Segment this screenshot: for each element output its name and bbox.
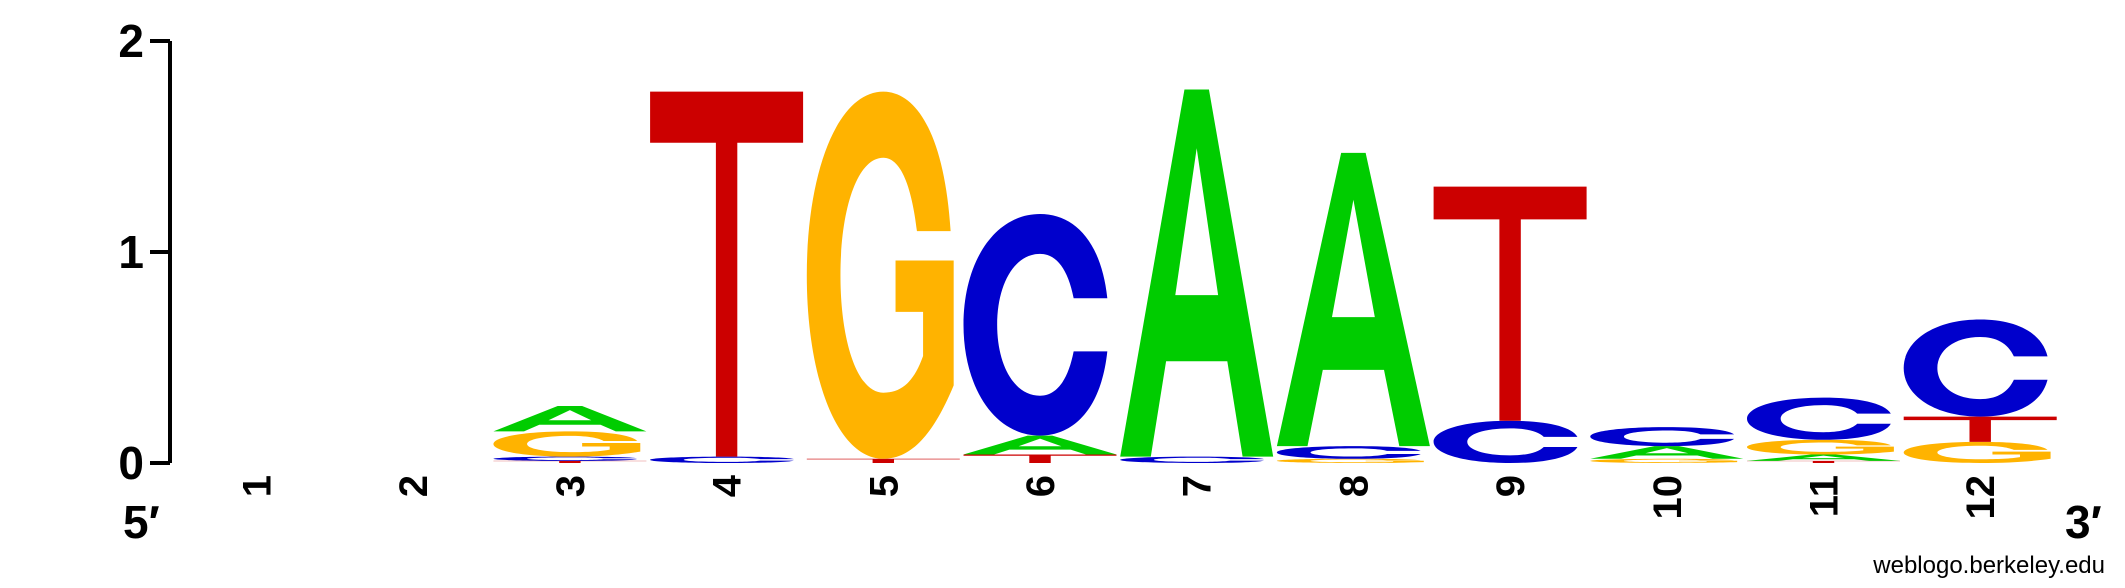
x-position-label: 8 bbox=[1332, 475, 1376, 497]
letter-C-pos-11 bbox=[1747, 397, 1891, 440]
letter-A-pos-11 bbox=[1747, 454, 1900, 461]
letter-A-pos-7 bbox=[1120, 89, 1274, 457]
letter-C-pos-3 bbox=[493, 456, 638, 461]
x-position-label: 10 bbox=[1646, 475, 1690, 520]
letter-A-pos-10 bbox=[1590, 446, 1744, 459]
letter-G-pos-11 bbox=[1747, 439, 1894, 455]
letter-A-pos-3 bbox=[493, 406, 647, 432]
letter-stacks bbox=[493, 89, 2057, 463]
three-prime-label: 3′ bbox=[2065, 496, 2102, 548]
letter-T-pos-12 bbox=[1903, 416, 2057, 442]
letter-T-pos-3 bbox=[493, 460, 647, 463]
letter-C-pos-10 bbox=[1590, 427, 1735, 447]
letter-C-pos-8 bbox=[1276, 446, 1421, 459]
five-prime-label: 5′ bbox=[123, 496, 160, 548]
x-position-label: 4 bbox=[706, 474, 750, 497]
x-position-label: 3 bbox=[549, 475, 593, 497]
letter-G-pos-10 bbox=[1590, 458, 1738, 463]
x-position-label: 2 bbox=[392, 475, 436, 497]
x-position-label: 11 bbox=[1803, 475, 1847, 517]
letter-T-pos-4 bbox=[650, 91, 804, 457]
weblogo-credit: weblogo.berkeley.edu bbox=[1873, 552, 2105, 579]
letter-C-pos-7 bbox=[1120, 456, 1265, 463]
x-position-label: 7 bbox=[1176, 475, 1220, 497]
letter-G-pos-8 bbox=[1276, 458, 1424, 463]
y-tick-label: 1 bbox=[118, 226, 144, 278]
letter-T-pos-9 bbox=[1433, 186, 1587, 421]
y-tick-label: 0 bbox=[118, 437, 144, 489]
letter-A-pos-8 bbox=[1276, 152, 1430, 447]
letter-T-pos-11 bbox=[1747, 460, 1900, 463]
letter-G-pos-5 bbox=[806, 91, 954, 459]
letter-T-pos-5 bbox=[806, 458, 960, 463]
x-position-label: 1 bbox=[236, 475, 280, 497]
letter-T-pos-6 bbox=[963, 454, 1117, 463]
letter-G-pos-12 bbox=[1903, 441, 2051, 463]
letter-A-pos-6 bbox=[963, 435, 1117, 455]
letter-G-pos-3 bbox=[493, 431, 641, 457]
x-position-label: 5 bbox=[862, 475, 906, 497]
y-tick-label: 2 bbox=[118, 15, 144, 67]
letter-C-pos-9 bbox=[1433, 420, 1578, 463]
letter-C-pos-4 bbox=[650, 456, 794, 463]
letter-C-pos-6 bbox=[963, 214, 1108, 436]
x-position-label: 12 bbox=[1959, 475, 2003, 520]
y-axis-ticks: 0 1 2 bbox=[118, 15, 170, 489]
x-position-label: 9 bbox=[1489, 475, 1533, 497]
x-axis-labels: 1 2 3 4 5 6 7 8 9 10 11 12 bbox=[236, 474, 2004, 519]
x-position-label: 6 bbox=[1019, 475, 1063, 497]
letter-C-pos-12 bbox=[1903, 319, 2048, 417]
